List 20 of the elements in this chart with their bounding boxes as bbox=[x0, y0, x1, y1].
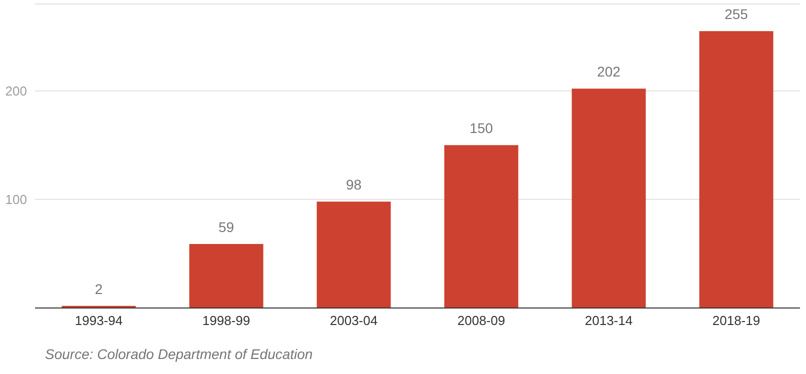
y-tick-label: 100 bbox=[5, 192, 27, 208]
data-label: 255 bbox=[724, 6, 748, 22]
bar bbox=[572, 88, 646, 308]
bar bbox=[316, 202, 391, 308]
data-label: 202 bbox=[597, 64, 621, 80]
bar bbox=[189, 244, 264, 308]
source-note: Source: Colorado Department of Education bbox=[45, 346, 313, 362]
data-label: 59 bbox=[218, 218, 234, 235]
x-tick-label: 2013-14 bbox=[584, 313, 633, 328]
x-tick-label: 2003-04 bbox=[330, 313, 378, 328]
x-tick-label: 1993-94 bbox=[74, 313, 123, 328]
data-label: 2 bbox=[94, 280, 103, 297]
bar bbox=[444, 145, 518, 308]
data-label: 98 bbox=[346, 176, 362, 193]
x-tick-label: 2008-09 bbox=[457, 313, 506, 328]
data-label: 150 bbox=[470, 120, 494, 136]
x-tick-label: 2018-19 bbox=[712, 313, 760, 328]
x-tick-label: 1998-99 bbox=[202, 313, 250, 328]
y-tick-label: 200 bbox=[5, 83, 27, 98]
bar bbox=[699, 31, 774, 308]
